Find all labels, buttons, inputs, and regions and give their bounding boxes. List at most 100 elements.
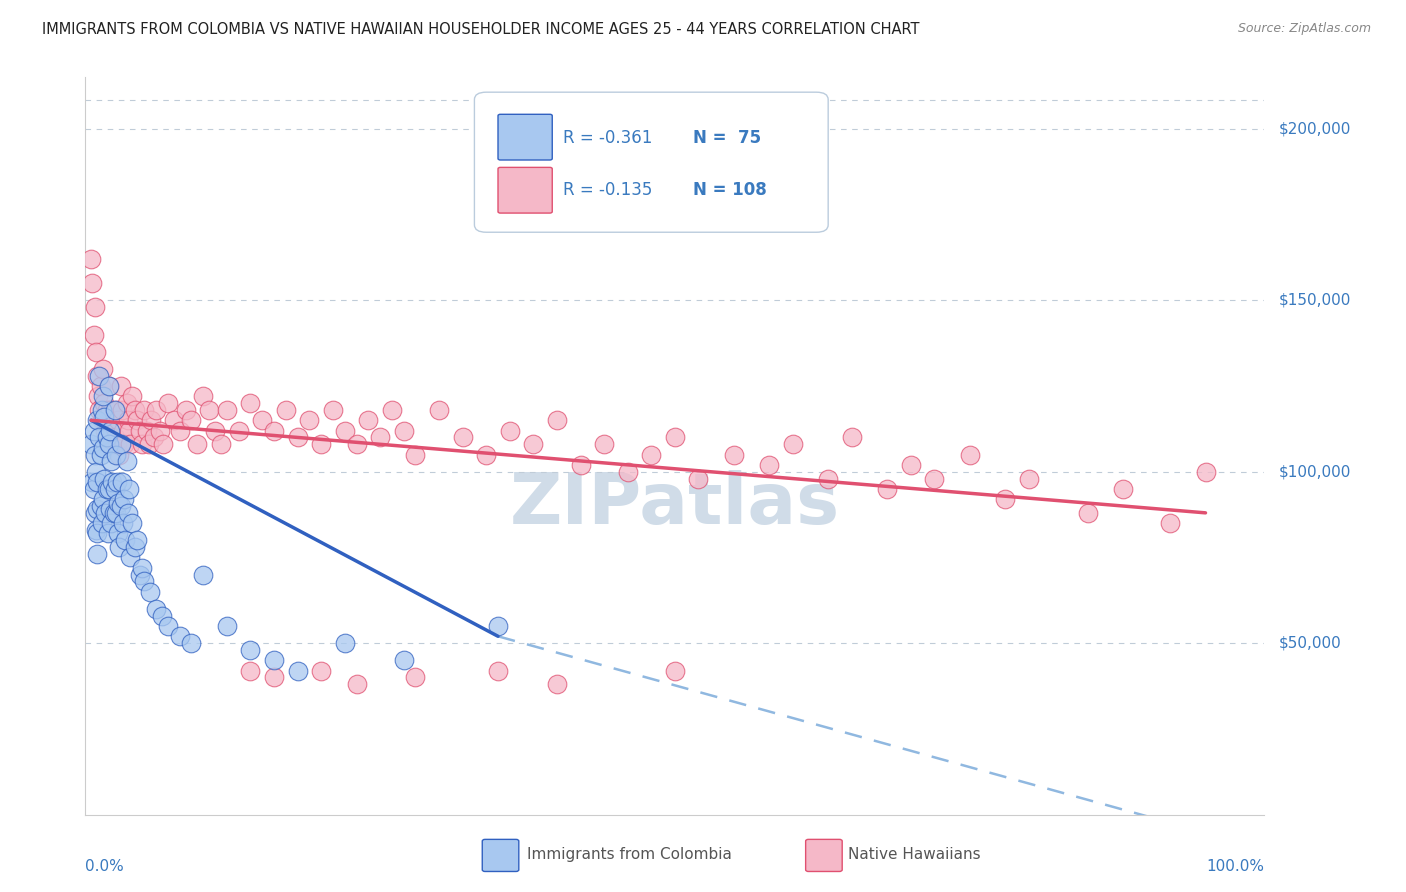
Point (89, 430, 111, 444)
Point (152, 437, 174, 451)
Text: $50,000: $50,000 (1278, 636, 1341, 650)
Point (156, 396, 179, 410)
Point (758, 458, 780, 472)
Point (104, 403, 127, 417)
Point (84, 344, 107, 359)
Point (128, 424, 150, 438)
Point (169, 629, 191, 643)
Point (96, 403, 118, 417)
Point (209, 437, 232, 451)
Point (93, 409, 115, 424)
Point (89, 403, 111, 417)
Point (142, 430, 165, 444)
Point (96, 430, 118, 444)
Point (198, 403, 221, 417)
Point (239, 664, 262, 678)
Point (287, 664, 309, 678)
Point (131, 560, 153, 574)
Point (103, 506, 125, 520)
Point (80, 252, 103, 267)
Point (145, 602, 167, 616)
Point (98, 403, 121, 417)
Point (131, 437, 153, 451)
Point (111, 475, 134, 489)
Text: $150,000: $150,000 (1278, 293, 1351, 308)
Point (163, 413, 186, 427)
Point (104, 506, 127, 520)
Point (215, 619, 238, 633)
Point (876, 482, 898, 496)
Point (333, 636, 356, 650)
Point (228, 424, 250, 438)
Point (127, 533, 149, 548)
Point (593, 437, 616, 451)
Point (97, 379, 120, 393)
Point (83, 300, 105, 314)
Point (499, 424, 522, 438)
Point (149, 424, 172, 438)
Point (427, 403, 450, 417)
Point (104, 403, 127, 417)
Point (91, 492, 114, 507)
Point (107, 526, 129, 541)
Point (486, 664, 509, 678)
Point (120, 437, 142, 451)
Point (346, 677, 368, 691)
Point (90, 448, 112, 462)
Point (569, 458, 592, 472)
Point (86, 502, 108, 516)
Point (86, 526, 108, 541)
Point (107, 413, 129, 427)
Text: R = -0.361: R = -0.361 (562, 128, 652, 147)
Point (97, 437, 120, 451)
Point (193, 567, 215, 582)
Point (93, 396, 115, 410)
Point (84, 465, 107, 479)
Point (87, 389, 110, 403)
Point (86, 368, 108, 383)
Point (98, 502, 121, 516)
Point (89, 368, 111, 383)
Point (114, 533, 136, 548)
Point (105, 475, 128, 489)
Point (94, 424, 117, 438)
Point (723, 448, 745, 462)
Point (287, 430, 309, 444)
Point (134, 574, 156, 589)
Point (110, 437, 132, 451)
Point (115, 454, 138, 468)
Text: N =  75: N = 75 (693, 128, 761, 147)
Point (118, 424, 141, 438)
Point (141, 413, 163, 427)
Point (120, 550, 142, 565)
Point (118, 482, 141, 496)
Text: $100,000: $100,000 (1278, 464, 1351, 479)
Point (110, 379, 132, 393)
Point (82, 276, 104, 290)
Point (83, 482, 105, 496)
Point (392, 653, 415, 667)
Point (215, 403, 238, 417)
Point (782, 437, 804, 451)
FancyBboxPatch shape (474, 92, 828, 232)
Point (110, 499, 132, 513)
Point (111, 403, 134, 417)
Point (90, 413, 112, 427)
Point (664, 664, 686, 678)
Point (381, 403, 404, 417)
Point (117, 506, 139, 520)
Point (546, 413, 568, 427)
Point (346, 437, 368, 451)
Point (322, 403, 344, 417)
Point (84, 523, 107, 537)
Point (97, 526, 120, 541)
Point (128, 567, 150, 582)
Point (86, 475, 108, 489)
Text: Source: ZipAtlas.com: Source: ZipAtlas.com (1237, 22, 1371, 36)
FancyBboxPatch shape (498, 114, 553, 160)
Point (174, 403, 197, 417)
Point (357, 413, 380, 427)
Point (664, 430, 686, 444)
Point (959, 448, 981, 462)
Point (139, 584, 162, 599)
